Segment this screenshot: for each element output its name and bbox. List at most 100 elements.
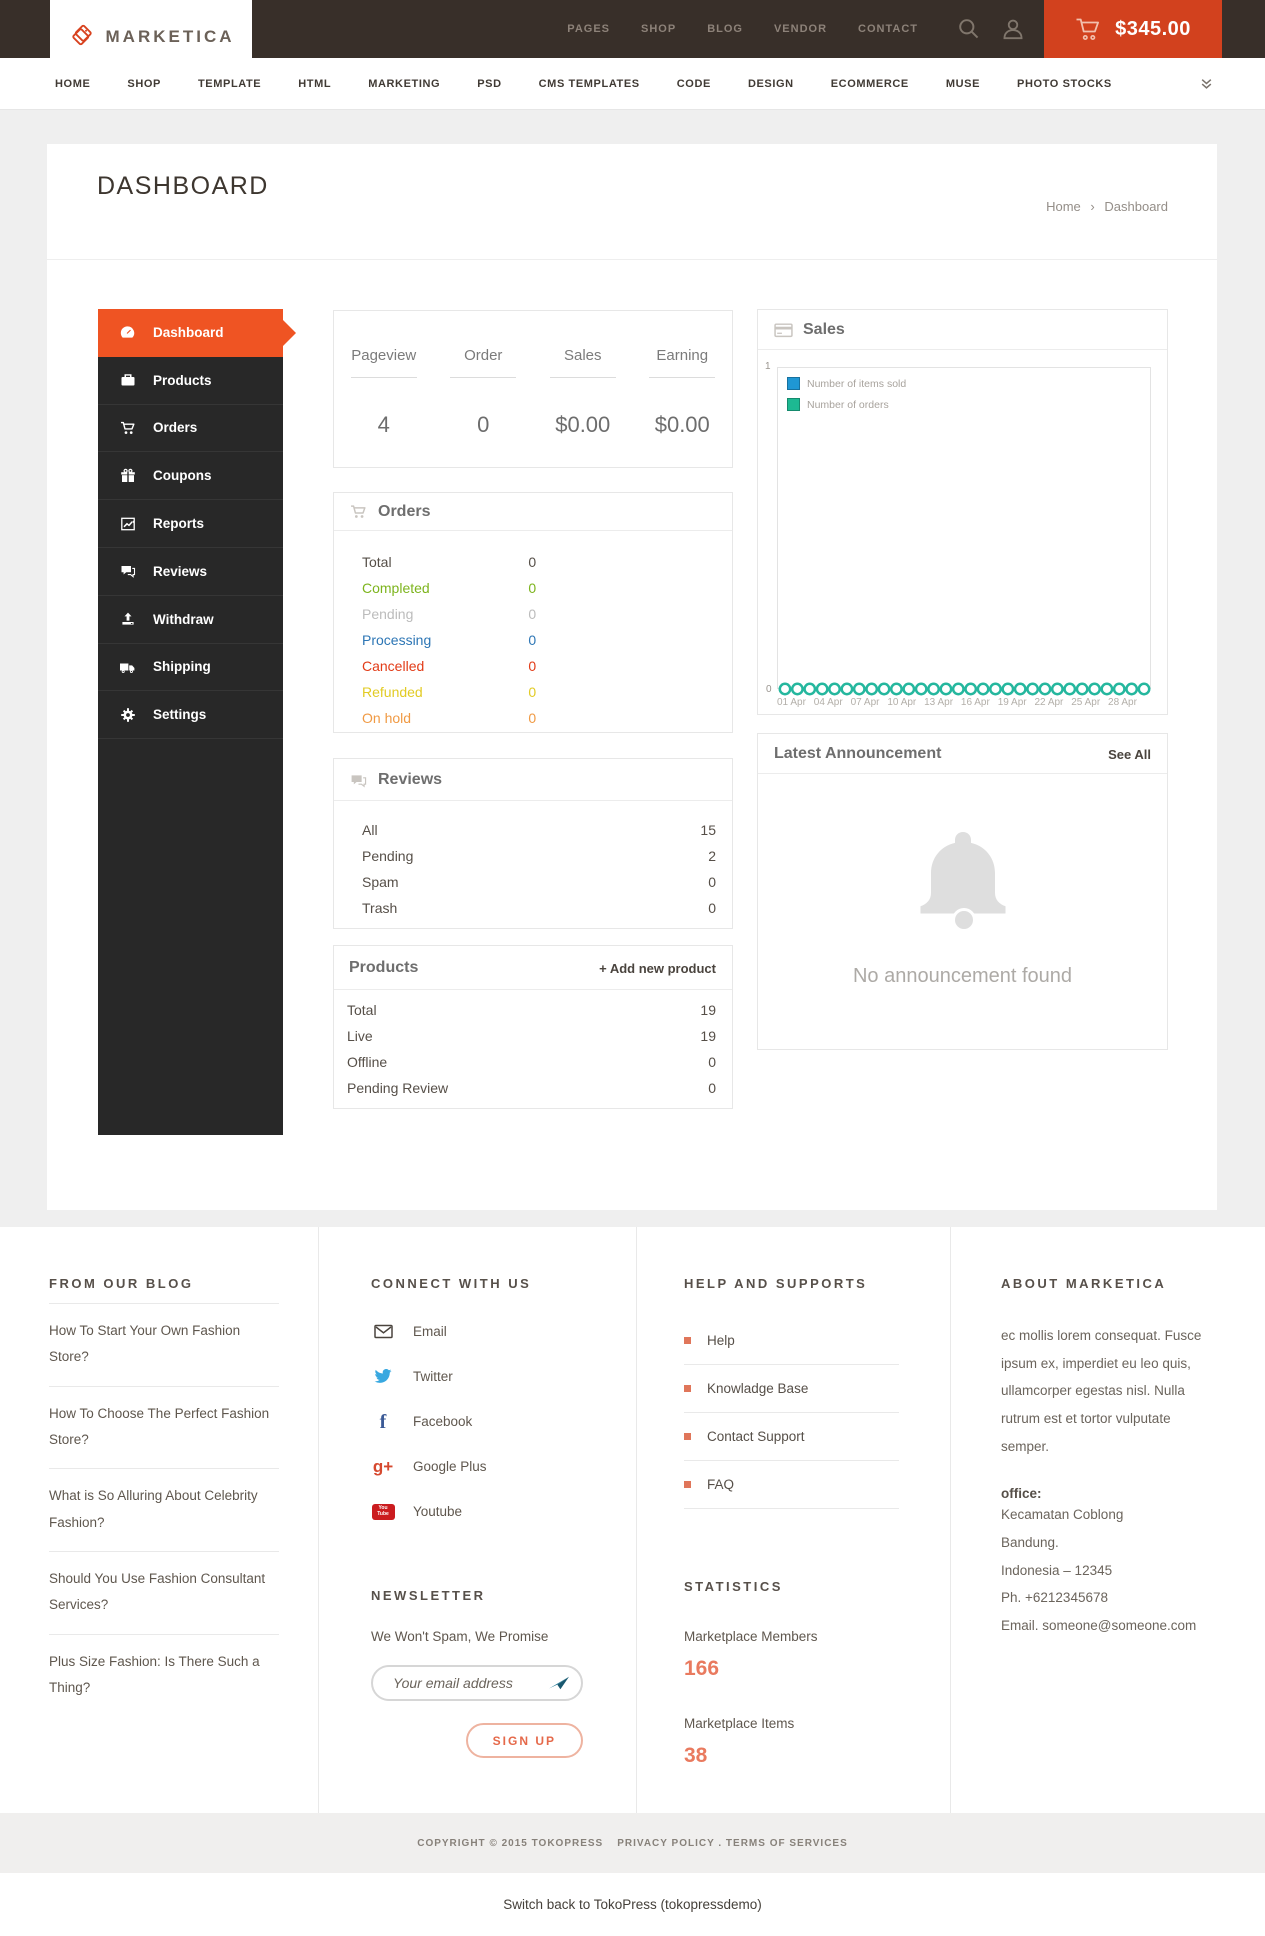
product-value: 19 <box>700 1028 716 1044</box>
footer-connect-heading: CONNECT WITH US <box>371 1276 532 1291</box>
review-label[interactable]: Spam <box>362 874 399 890</box>
y-axis-tick-bottom: 0 <box>766 684 772 695</box>
newsletter-heading: NEWSLETTER <box>371 1588 486 1603</box>
chevron-down-icon[interactable] <box>1200 77 1213 90</box>
social-label: Facebook <box>413 1414 473 1429</box>
square-bullet-icon <box>684 1337 691 1344</box>
order-status-label[interactable]: On hold <box>362 710 412 726</box>
product-label[interactable]: Pending Review <box>347 1080 449 1096</box>
main-nav-item[interactable]: PHOTO STOCKS <box>1017 77 1112 90</box>
main-nav-items: HOME SHOP TEMPLATE HTML MARKETING PSD CMS TEMP… <box>55 78 1112 90</box>
review-value: 2 <box>708 848 716 864</box>
social-link-google-plus[interactable]: g+ Google Plus <box>371 1444 583 1489</box>
address-line: Email. someone@someone.com <box>1001 1618 1197 1634</box>
social-link-twitter[interactable]: Twitter <box>371 1354 583 1399</box>
main-nav-item[interactable]: HTML <box>298 77 332 90</box>
comments-icon <box>119 563 136 579</box>
stat-label: Pageview <box>351 347 417 364</box>
help-link-label: Contact Support <box>707 1429 805 1444</box>
help-link[interactable]: Help <box>684 1317 899 1365</box>
help-link[interactable]: FAQ <box>684 1461 899 1509</box>
social-link-facebook[interactable]: f Facebook <box>371 1399 583 1444</box>
main-nav-item[interactable]: ECOMMERCE <box>830 77 909 90</box>
blog-post-link[interactable]: How To Choose The Perfect Fashion Store? <box>49 1385 279 1469</box>
main-nav-item[interactable]: TEMPLATE <box>197 77 262 90</box>
main-nav-item[interactable]: CODE <box>676 77 711 90</box>
review-label[interactable]: All <box>362 822 378 838</box>
order-status-label[interactable]: Refunded <box>362 684 423 700</box>
footer-help-column: HELP AND SUPPORTS Help Knowladge Base Co… <box>684 1276 899 1768</box>
sidebar-item-shipping[interactable]: Shipping <box>98 644 283 692</box>
topbar-nav-item[interactable]: VENDOR <box>773 23 828 35</box>
stat-column: Earning $0.00 <box>633 311 733 467</box>
sidebar-item-dashboard[interactable]: Dashboard <box>98 309 296 357</box>
help-link[interactable]: Contact Support <box>684 1413 899 1461</box>
brand-logo[interactable]: MARKETICA <box>50 0 252 73</box>
announcement-empty-message: No announcement found <box>852 965 1073 987</box>
review-label[interactable]: Trash <box>362 900 398 916</box>
x-axis-tick: 25 Apr <box>1071 697 1101 708</box>
main-nav-item[interactable]: DESIGN <box>747 77 794 90</box>
sidebar-item-products[interactable]: Products <box>98 357 283 405</box>
main-nav-item[interactable]: SHOP <box>127 77 161 90</box>
social-link-email[interactable]: Email <box>371 1309 583 1354</box>
main-nav-item[interactable]: MUSE <box>945 77 981 90</box>
sidebar-item-orders[interactable]: Orders <box>98 405 283 453</box>
topbar-nav-item[interactable]: SHOP <box>641 23 677 35</box>
sales-panel-header: Sales <box>758 310 1167 350</box>
product-value: 19 <box>700 1002 716 1018</box>
x-axis-tick: 28 Apr <box>1108 697 1137 708</box>
stat-underline <box>450 377 517 378</box>
switch-back-link[interactable]: Switch back to TokoPress (tokopressdemo) <box>503 1897 762 1912</box>
newsletter-email-input[interactable] <box>371 1665 583 1701</box>
review-label[interactable]: Pending <box>362 848 414 864</box>
add-new-product-link[interactable]: + Add new product <box>599 960 716 976</box>
help-link[interactable]: Knowladge Base <box>684 1365 899 1413</box>
order-status-label[interactable]: Processing <box>362 632 432 648</box>
social-link-youtube[interactable]: You Tube Youtube <box>371 1489 583 1534</box>
see-all-link[interactable]: See All <box>1108 746 1151 762</box>
order-status-label[interactable]: Cancelled <box>362 658 425 674</box>
sidebar-item-coupons[interactable]: Coupons <box>98 452 283 501</box>
order-status-label[interactable]: Total <box>362 554 392 570</box>
breadcrumb-home[interactable]: Home <box>1046 199 1081 214</box>
search-icon[interactable] <box>958 18 980 40</box>
product-label[interactable]: Total <box>347 1002 377 1018</box>
twitter-icon <box>371 1369 395 1384</box>
topbar-nav-item[interactable]: BLOG <box>707 23 743 35</box>
stat-underline <box>649 377 716 378</box>
sidebar-item-reports[interactable]: Reports <box>98 500 283 548</box>
cart-button[interactable]: $345.00 <box>1044 0 1222 58</box>
legal-links[interactable]: PRIVACY POLICY . TERMS OF SERVICES <box>617 1837 848 1849</box>
product-label[interactable]: Offline <box>347 1054 388 1070</box>
order-status-label[interactable]: Completed <box>362 580 430 596</box>
sidebar-item-withdraw[interactable]: Withdraw <box>98 596 283 644</box>
blog-post-link[interactable]: What is So Alluring About Celebrity Fash… <box>49 1468 279 1551</box>
main-nav-item[interactable]: PSD <box>477 77 502 90</box>
products-panel-header: Products + Add new product <box>334 946 732 990</box>
topbar: MARKETICA PAGES SHOP BLOG VENDOR CONTACT $34… <box>0 0 1265 73</box>
blog-post-link[interactable]: How To Start Your Own Fashion Store? <box>49 1303 279 1386</box>
blog-post-link[interactable]: Should You Use Fashion Consultant Servic… <box>49 1550 279 1634</box>
stat-label: Order <box>464 347 503 364</box>
chart-plot-area: Number of items sold Number of orders <box>777 367 1151 689</box>
blog-post-link[interactable]: Plus Size Fashion: Is There Such a Thing… <box>49 1633 279 1717</box>
statistics-entry: Marketplace Items 38 <box>684 1715 899 1768</box>
sidebar-item-reviews[interactable]: Reviews <box>98 548 283 596</box>
product-label[interactable]: Live <box>347 1028 373 1044</box>
signup-button[interactable]: SIGN UP <box>465 1723 583 1758</box>
order-status-label[interactable]: Pending <box>362 606 414 622</box>
about-text: ec mollis lorem consequat. Fusce ipsum e… <box>1001 1328 1202 1454</box>
main-nav-item[interactable]: MARKETING <box>368 77 441 90</box>
user-icon[interactable] <box>1002 18 1024 40</box>
sidebar-item-settings[interactable]: Settings <box>98 691 283 740</box>
main-nav-item[interactable]: HOME <box>55 77 91 90</box>
x-axis-tick: 22 Apr <box>1034 697 1064 708</box>
stat-value: 4 <box>377 412 390 437</box>
paper-plane-icon[interactable] <box>548 1676 570 1695</box>
topbar-nav-item[interactable]: PAGES <box>567 23 610 35</box>
topbar-nav-item[interactable]: CONTACT <box>858 23 918 35</box>
main-nav-item[interactable]: CMS TEMPLATES <box>538 77 640 90</box>
bell-icon <box>920 832 1005 932</box>
address-line: Ph. +6212345678 <box>1001 1590 1108 1606</box>
